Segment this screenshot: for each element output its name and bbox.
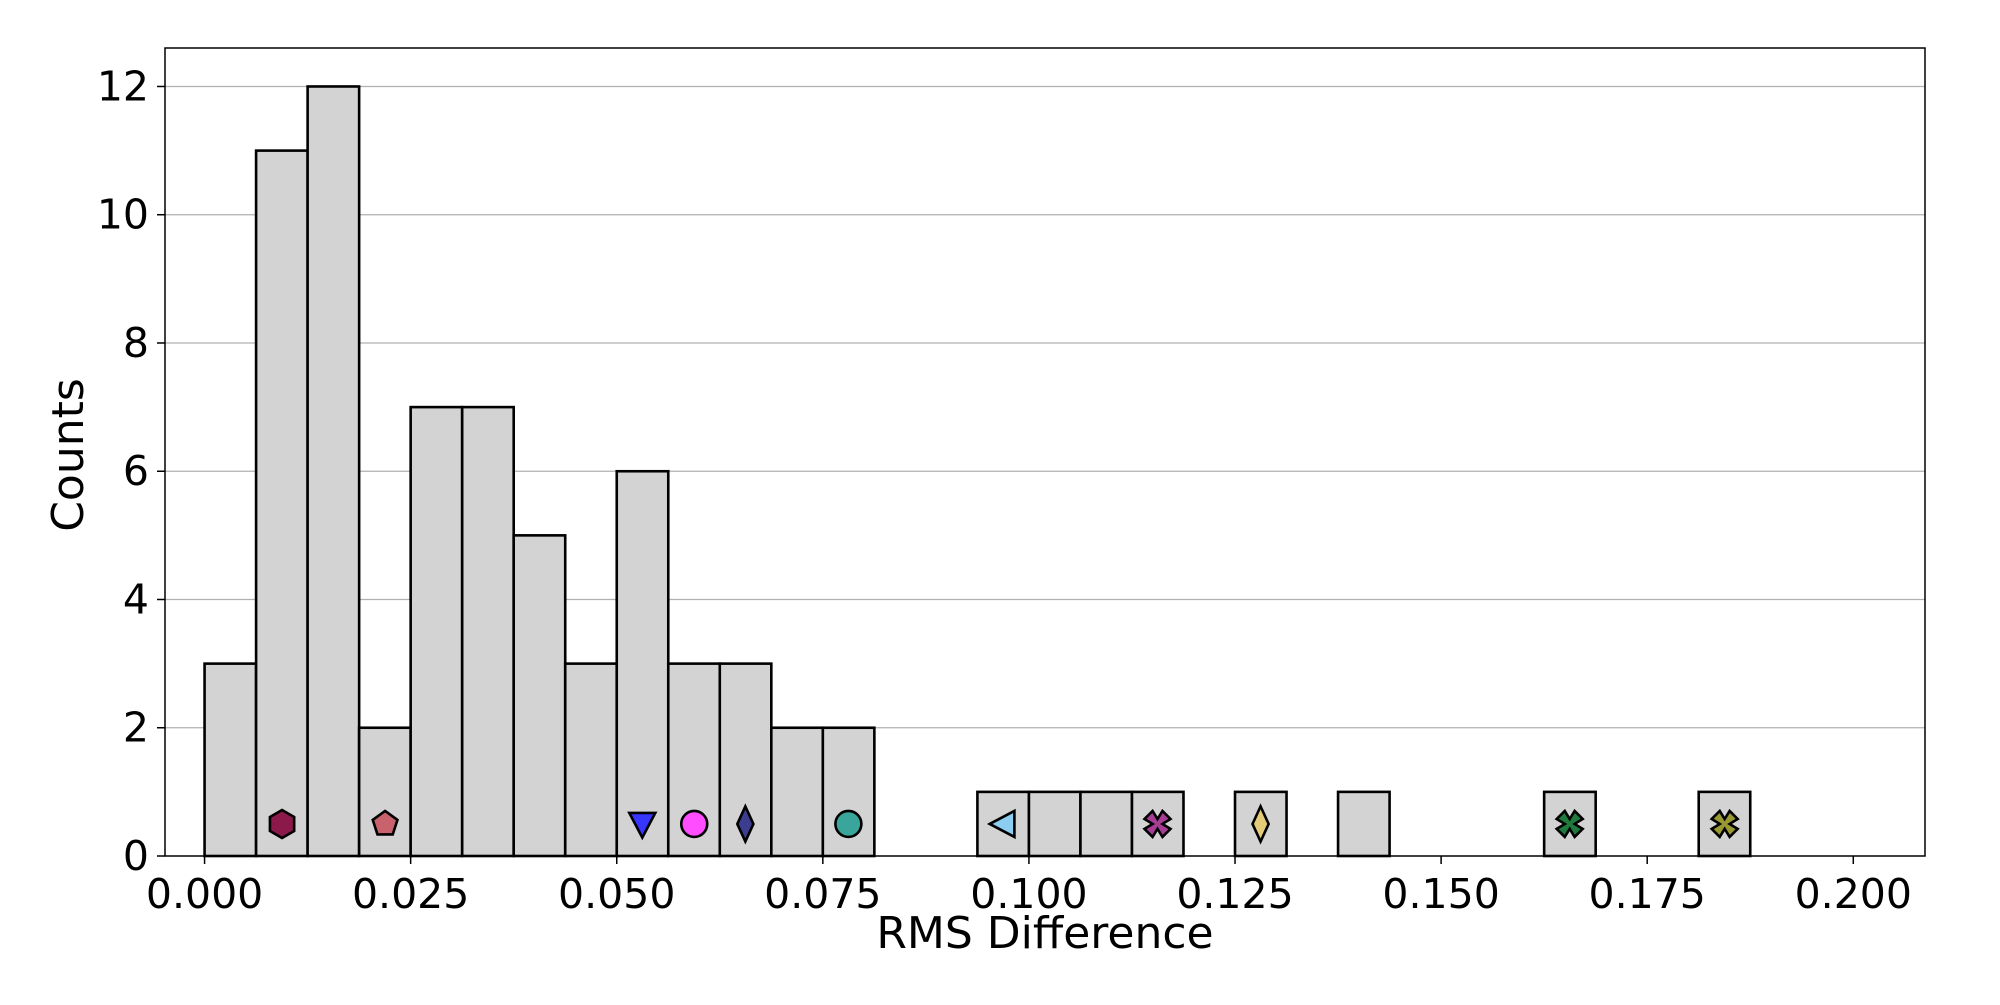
histogram-bar <box>615 469 670 858</box>
axes <box>164 47 1926 857</box>
y-axis-title: Counts <box>43 378 94 532</box>
histogram-bar <box>306 85 361 858</box>
histogram-bar <box>357 726 412 858</box>
histogram-bar <box>770 726 825 858</box>
thin-diamond-marker <box>735 803 755 845</box>
histogram-bar <box>203 662 258 858</box>
thin-diamond-marker <box>1251 803 1271 845</box>
x-axis-title: RMS Difference <box>876 908 1213 959</box>
pentagon-marker <box>371 809 399 836</box>
x-tick-label: 0.000 <box>146 870 263 918</box>
y-tick-label: 0 <box>123 832 149 880</box>
x-tick-label: 0.200 <box>1795 870 1912 918</box>
x-tick-label: 0.175 <box>1589 870 1706 918</box>
histogram-bar <box>460 405 516 858</box>
y-tick-label: 10 <box>97 191 149 239</box>
histogram-bar <box>563 662 619 858</box>
histogram-bar <box>512 534 567 858</box>
triangle-down-marker <box>627 811 658 841</box>
histogram-bar <box>1027 790 1082 858</box>
x-tick-label: 0.150 <box>1382 870 1499 918</box>
circle-marker <box>834 809 863 839</box>
histogram-bars <box>203 85 1752 858</box>
histogram-bar <box>409 405 464 858</box>
data-markers <box>268 803 1740 845</box>
x-axis-ticks: 0.000 0.025 0.050 0.075 0.100 0.125 0.150 0.175… <box>146 856 1912 918</box>
y-tick-label: 2 <box>123 704 149 752</box>
triangle-left-marker <box>986 808 1016 840</box>
y-axis-ticks: 0 2 4 6 8 10 12 <box>97 62 165 880</box>
x-filled-marker <box>1709 808 1740 840</box>
x-tick-label: 0.100 <box>970 870 1087 918</box>
y-tick-label: 4 <box>123 575 149 623</box>
x-tick-label: 0.125 <box>1176 870 1293 918</box>
histogram-bar <box>1079 790 1134 858</box>
x-filled-marker <box>1554 808 1585 840</box>
y-tick-label: 12 <box>97 62 149 110</box>
histogram-bar <box>254 149 309 858</box>
x-tick-label: 0.050 <box>558 870 675 918</box>
y-tick-label: 8 <box>123 319 149 367</box>
x-tick-label: 0.075 <box>764 870 881 918</box>
y-tick-label: 6 <box>123 447 149 495</box>
x-tick-label: 0.025 <box>352 870 469 918</box>
hexagon-marker <box>268 808 296 840</box>
plot-frame <box>164 47 1926 857</box>
histogram-bar <box>1336 790 1391 858</box>
x-filled-marker <box>1142 808 1173 840</box>
circle-marker <box>679 809 709 839</box>
